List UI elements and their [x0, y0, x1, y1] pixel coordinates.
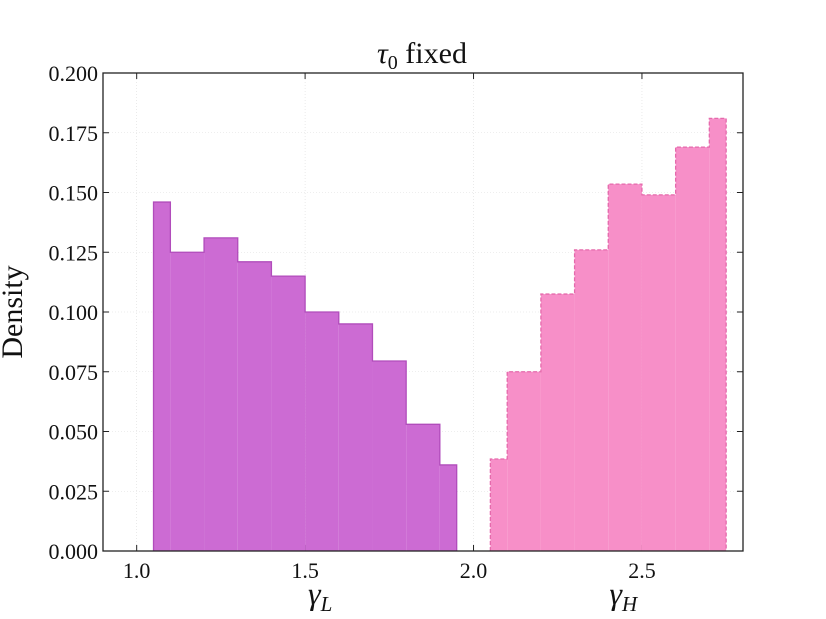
histogram-outline: [152, 201, 458, 551]
bar: [170, 252, 205, 551]
y-tick-label: 0.075: [49, 360, 99, 385]
bar: [406, 424, 440, 551]
y-tick-label: 0.175: [49, 121, 99, 146]
x-tick-label: 2.0: [460, 558, 488, 583]
bar: [507, 371, 541, 551]
y-tick-label: 0.200: [49, 61, 99, 86]
bar: [439, 464, 457, 551]
x-axis-label: γH: [609, 575, 639, 616]
bar: [204, 237, 238, 551]
chart-title: τ0 fixed: [377, 37, 467, 74]
y-tick-label: 0.125: [49, 240, 99, 265]
y-tick-label: 0.000: [49, 539, 99, 564]
plot-frame: [102, 72, 744, 552]
bar: [153, 202, 171, 551]
x-label-sub: H: [621, 592, 639, 616]
y-tick-label: 0.150: [49, 181, 99, 206]
bar: [490, 458, 508, 551]
bar: [709, 118, 727, 551]
bar: [372, 360, 407, 551]
x-label-sub: L: [320, 592, 333, 616]
bar: [271, 276, 306, 551]
y-tick-label: 0.025: [49, 479, 99, 504]
title-symbol: τ: [377, 37, 389, 70]
x-label-symbol: γ: [609, 575, 623, 611]
bar: [338, 323, 373, 551]
y-tick-label: 0.050: [49, 420, 99, 445]
bar: [641, 194, 676, 551]
y-tick-label: 0.100: [49, 300, 99, 325]
bar: [305, 312, 339, 551]
x-tick-label: 2.5: [628, 558, 656, 583]
x-tick-label: 1.0: [123, 558, 151, 583]
title-rest: fixed: [398, 37, 467, 70]
x-axis-label: γL: [308, 575, 332, 616]
bar: [237, 261, 272, 551]
x-tick-label: 1.5: [291, 558, 319, 583]
title-sub: 0: [388, 52, 398, 74]
bar: [675, 147, 710, 551]
y-axis-label: Density: [0, 265, 29, 358]
bar: [608, 184, 642, 551]
bar: [540, 294, 575, 551]
histogram-outline: [489, 117, 727, 551]
x-label-symbol: γ: [308, 575, 322, 611]
bar: [574, 249, 609, 552]
